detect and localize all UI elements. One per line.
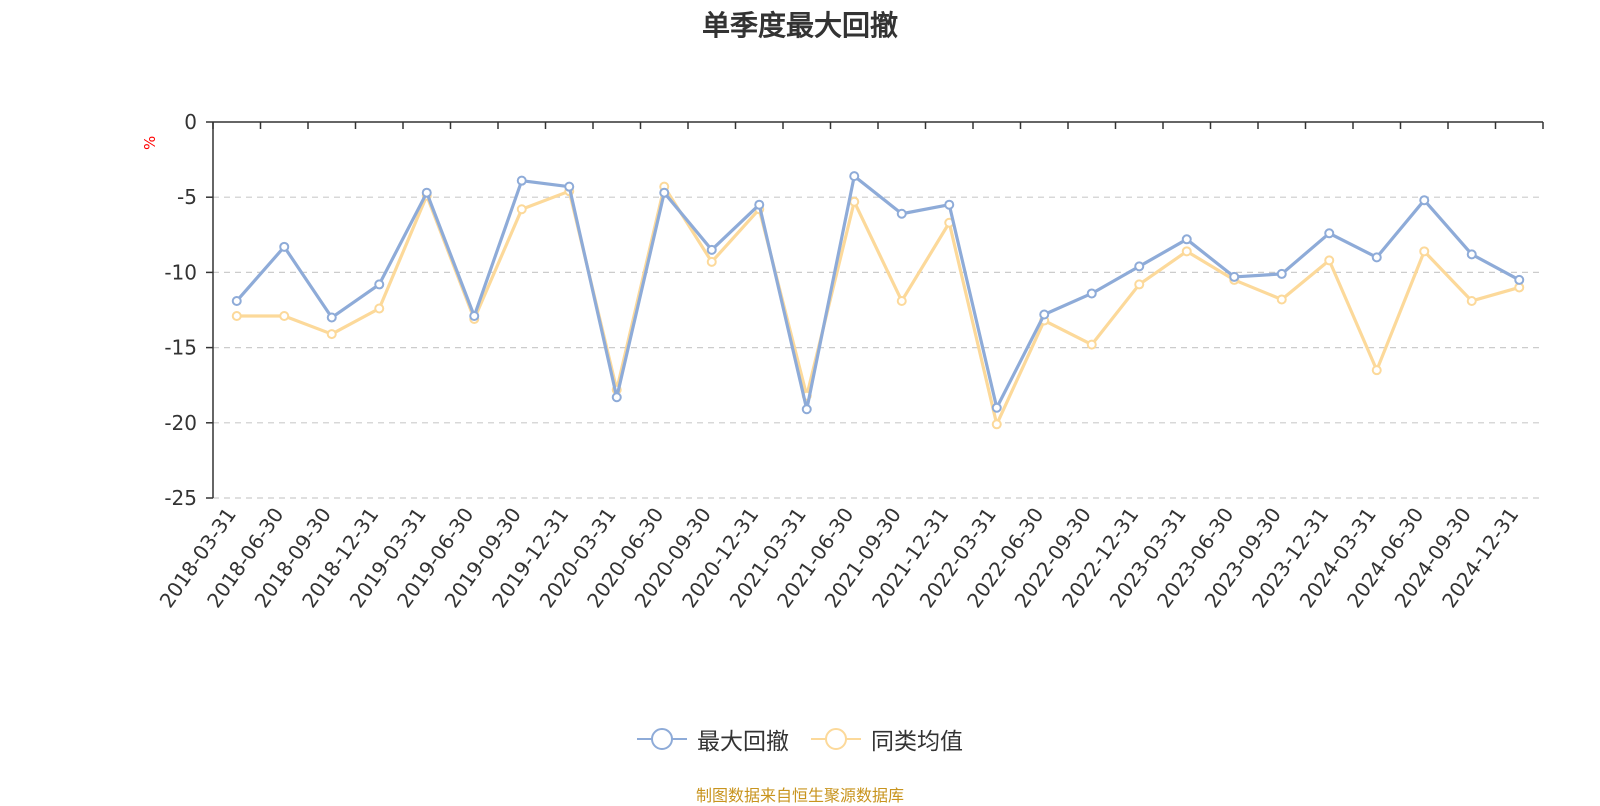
data-point [564,181,575,192]
data-point [1181,234,1192,245]
data-point [516,175,527,186]
data-point [1371,365,1382,376]
data-point [1276,268,1287,279]
legend-marker-circle [825,728,847,750]
data-point [279,311,290,322]
data-point [1419,195,1430,206]
legend-label: 最大回撤 [697,729,789,755]
legend-marker-circle [651,728,673,750]
data-point [1371,252,1382,263]
legend-label: 同类均值 [871,729,963,755]
data-point [326,329,337,340]
y-tick-label: 0 [184,110,197,134]
series-line [236,185,1520,426]
data-point [326,312,337,323]
data-point [944,199,955,210]
data-point [849,171,860,182]
data-point [231,295,242,306]
data-point [1039,309,1050,320]
data-point [896,295,907,306]
data-point [991,402,1002,413]
data-point [659,187,670,198]
data-point [279,241,290,252]
chart-title: 单季度最大回撤 [701,9,898,42]
data-point [754,199,765,210]
y-tick-label: -25 [164,486,197,510]
data-point [706,256,717,267]
series-1 [231,171,1525,415]
data-point [231,311,242,322]
data-point [1229,271,1240,282]
legend-item-2[interactable]: 同类均值 [811,722,963,756]
data-point [801,404,812,415]
data-point [991,419,1002,430]
y-tick-label: -5 [177,185,197,209]
data-point [1276,294,1287,305]
data-point [421,187,432,198]
data-point [1419,246,1430,257]
series-line [235,174,1521,411]
data-point [1181,246,1192,257]
data-point [1514,274,1525,285]
data-point [516,204,527,215]
data-point [1086,288,1097,299]
legend: 最大回撤 同类均值 [0,722,1600,756]
data-point [374,303,385,314]
y-tick-label: -15 [164,336,197,360]
data-point [1466,249,1477,260]
data-point [469,311,480,322]
data-source-note: 制图数据来自恒生聚源数据库 [695,786,904,805]
data-point [896,208,907,219]
data-point [706,244,717,255]
data-point [1134,261,1145,272]
legend-line-marker-icon [637,728,687,750]
data-point [1324,228,1335,239]
series-2 [231,181,1525,430]
y-tick-label: -20 [164,411,197,435]
data-point [1134,279,1145,290]
legend-line-marker-icon [811,728,861,750]
data-point [849,196,860,207]
data-point [1324,255,1335,266]
y-tick-label: -10 [164,260,197,284]
data-point [611,392,622,403]
data-point [1466,295,1477,306]
legend-item-1[interactable]: 最大回撤 [637,722,789,756]
data-point [374,279,385,290]
data-point [1086,339,1097,350]
